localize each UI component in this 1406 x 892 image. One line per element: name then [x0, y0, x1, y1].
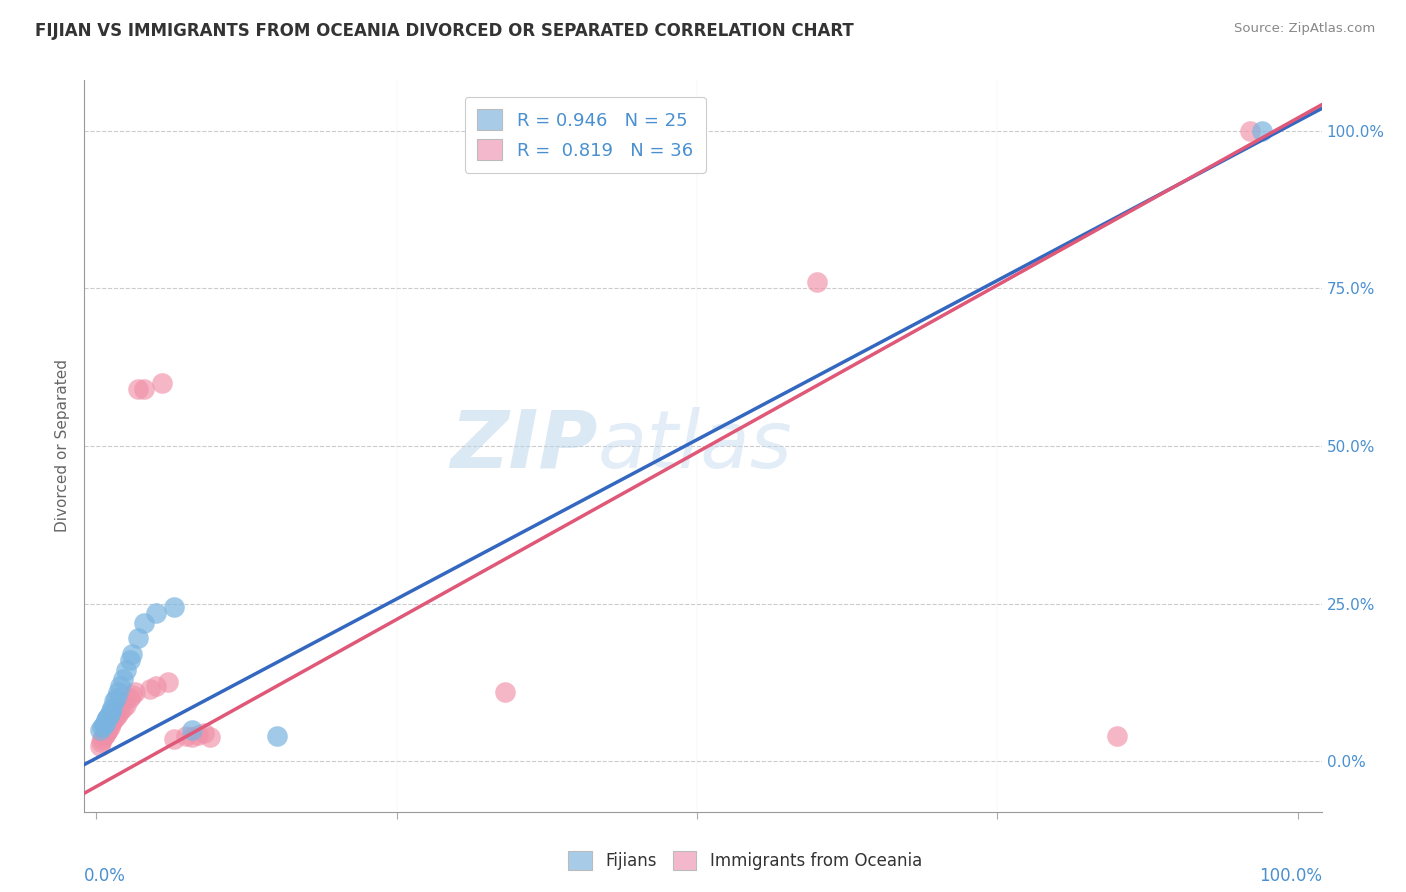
Point [145, 606, 167, 620]
Point [98, 720, 121, 734]
Point [163, 599, 186, 614]
Point [94, 728, 117, 742]
Legend: Fijians, Immigrants from Oceania: Fijians, Immigrants from Oceania [561, 844, 929, 877]
Point [494, 685, 516, 699]
Point [91, 732, 114, 747]
Text: atlas: atlas [598, 407, 793, 485]
Point [111, 673, 134, 687]
Point [89, 723, 111, 737]
Point [98, 706, 121, 721]
Point [124, 685, 146, 699]
Point [121, 647, 143, 661]
Point [152, 376, 174, 390]
Point [115, 663, 138, 677]
Point [121, 688, 143, 702]
Point [103, 711, 125, 725]
Point [134, 382, 156, 396]
Point [97, 723, 120, 737]
Point [97, 710, 120, 724]
Point [157, 675, 180, 690]
Point [139, 681, 162, 696]
Point [103, 694, 125, 708]
Point [193, 726, 215, 740]
Point [101, 700, 124, 714]
Point [96, 711, 118, 725]
Point [104, 710, 127, 724]
Point [111, 700, 134, 714]
Point [806, 275, 828, 289]
Point [104, 691, 127, 706]
Point [1107, 729, 1129, 743]
Text: 0.0%: 0.0% [84, 867, 127, 885]
Point [94, 716, 117, 731]
Point [266, 729, 288, 743]
Point [93, 729, 115, 743]
Text: 100.0%: 100.0% [1258, 867, 1322, 885]
Point [200, 731, 222, 745]
Point [107, 685, 129, 699]
Point [134, 615, 156, 630]
Point [101, 715, 124, 730]
Point [187, 728, 209, 742]
Point [90, 735, 112, 749]
Point [96, 724, 118, 739]
Point [110, 679, 132, 693]
Point [94, 714, 117, 728]
Point [181, 731, 204, 745]
Point [93, 717, 115, 731]
Point [127, 382, 149, 396]
Point [1250, 124, 1272, 138]
Point [100, 704, 122, 718]
Text: ZIP: ZIP [450, 407, 598, 485]
Point [107, 706, 129, 721]
Y-axis label: Divorced or Separated: Divorced or Separated [55, 359, 70, 533]
Point [181, 723, 204, 737]
Point [127, 632, 149, 646]
Point [118, 653, 141, 667]
Text: Source: ZipAtlas.com: Source: ZipAtlas.com [1234, 22, 1375, 36]
Point [100, 716, 122, 731]
Point [94, 726, 117, 740]
Point [115, 698, 138, 712]
Point [110, 704, 132, 718]
Point [176, 729, 198, 743]
Point [118, 691, 141, 706]
Point [89, 739, 111, 753]
Point [163, 732, 186, 747]
Text: FIJIAN VS IMMIGRANTS FROM OCEANIA DIVORCED OR SEPARATED CORRELATION CHART: FIJIAN VS IMMIGRANTS FROM OCEANIA DIVORC… [35, 22, 853, 40]
Point [145, 679, 167, 693]
Legend: R = 0.946   N = 25, R =  0.819   N = 36: R = 0.946 N = 25, R = 0.819 N = 36 [464, 96, 706, 173]
Point [91, 720, 114, 734]
Point [1239, 124, 1261, 138]
